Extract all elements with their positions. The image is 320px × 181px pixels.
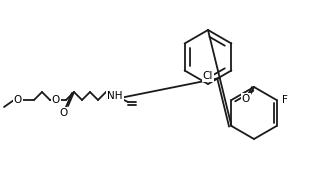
Text: NH: NH bbox=[107, 91, 123, 101]
Text: O: O bbox=[59, 108, 67, 118]
Text: Cl: Cl bbox=[203, 71, 213, 81]
Text: O: O bbox=[52, 95, 60, 105]
Text: O: O bbox=[14, 95, 22, 105]
Text: O: O bbox=[242, 94, 250, 104]
Text: F: F bbox=[282, 95, 287, 105]
